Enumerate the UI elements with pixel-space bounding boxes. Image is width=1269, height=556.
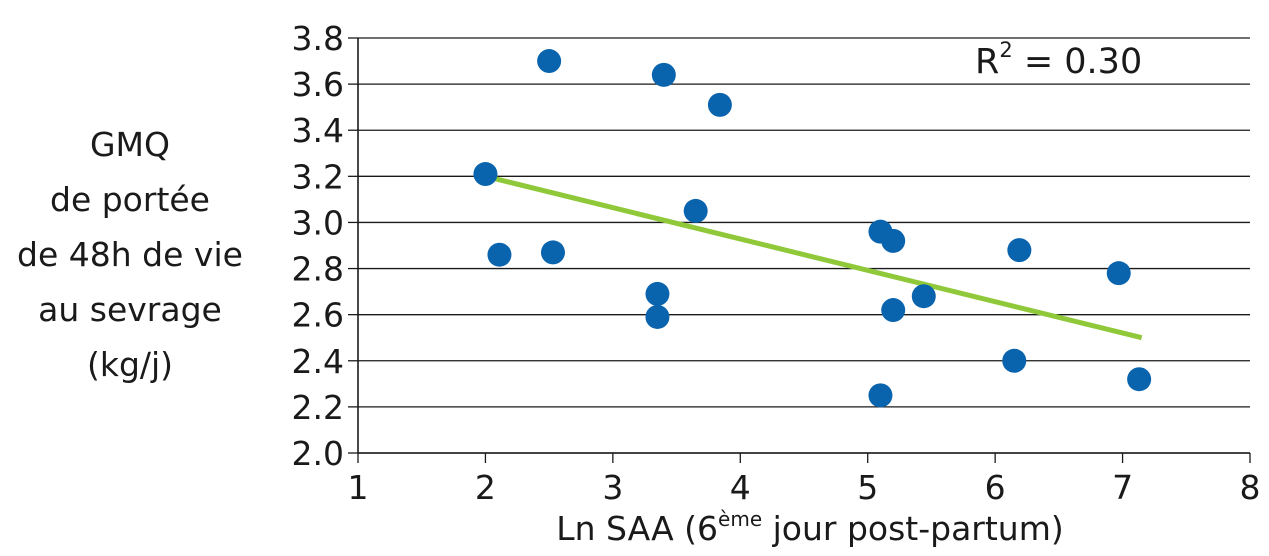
y-tick-label-4: 2.8: [292, 250, 344, 289]
x-axis-label-sup: ème: [718, 507, 762, 531]
data-point-5: [645, 304, 670, 329]
x-axis-label-after: jour post-partum): [762, 509, 1064, 548]
data-points: [473, 49, 1152, 408]
y-tick-label-1: 2.2: [292, 388, 344, 427]
y-axis-label-line-0: GMQ: [90, 125, 170, 164]
y-axis-label-line-2: de 48h de vie: [17, 235, 243, 274]
y-tick-label-9: 3.8: [292, 19, 344, 58]
data-point-17: [1127, 367, 1152, 392]
trend-line-group: [484, 173, 1143, 341]
trend-line: [484, 173, 1143, 341]
data-point-13: [911, 284, 936, 309]
data-point-11: [881, 228, 906, 253]
x-axis-label: Ln SAA (6ème jour post-partum): [556, 507, 1063, 548]
x-tick-label-7: 8: [1240, 468, 1261, 507]
y-tick-label-5: 3.0: [292, 203, 344, 242]
data-point-14: [1002, 348, 1027, 373]
data-point-8: [707, 92, 732, 117]
data-point-1: [487, 242, 512, 267]
gridlines: [358, 37, 1250, 454]
x-tick-label-1: 2: [475, 468, 496, 507]
r-squared-rest: = 0.30: [1013, 42, 1143, 82]
data-point-3: [540, 240, 565, 265]
data-point-12: [881, 298, 906, 323]
y-axis-label-line-4: (kg/j): [87, 345, 173, 384]
x-tick-label-4: 5: [857, 468, 878, 507]
x-tick-labels: 1 2 3 4 5 6 7 8: [348, 453, 1261, 507]
y-axis-label-line-1: de portée: [50, 180, 210, 219]
r-squared-annotation: R2 = 0.30: [975, 38, 1142, 82]
x-tick-label-6: 7: [1112, 468, 1133, 507]
r-squared-base: R: [975, 42, 999, 82]
x-tick-label-2: 3: [602, 468, 623, 507]
x-tick-label-3: 4: [730, 468, 751, 507]
x-tick-label-5: 6: [985, 468, 1006, 507]
y-axis-label-line-3: au sevrage: [38, 290, 222, 329]
y-tick-label-7: 3.4: [292, 111, 344, 150]
y-tick-label-8: 3.6: [292, 65, 344, 104]
data-point-10: [868, 383, 893, 408]
y-tick-label-2: 2.4: [292, 342, 344, 381]
y-tick-labels: 2.0 2.2 2.4 2.6 2.8 3.0 3.2 3.4 3.6 3.8: [292, 19, 358, 473]
data-point-2: [537, 49, 562, 74]
data-point-15: [1007, 238, 1032, 263]
data-point-6: [651, 62, 676, 87]
x-axis-label-before: Ln SAA (6: [556, 509, 718, 548]
y-tick-label-0: 2.0: [292, 434, 344, 473]
y-axis-label: GMQ de portée de 48h de vie au sevrage (kg/j…: [17, 125, 243, 384]
r-squared-sup: 2: [999, 38, 1012, 62]
axes: [357, 38, 1250, 454]
data-point-7: [683, 198, 708, 223]
y-tick-label-3: 2.6: [292, 296, 344, 335]
data-point-0: [473, 162, 498, 187]
data-point-4: [645, 281, 670, 306]
data-point-16: [1106, 261, 1131, 286]
x-tick-label-0: 1: [348, 468, 369, 507]
y-tick-label-6: 3.2: [292, 157, 344, 196]
